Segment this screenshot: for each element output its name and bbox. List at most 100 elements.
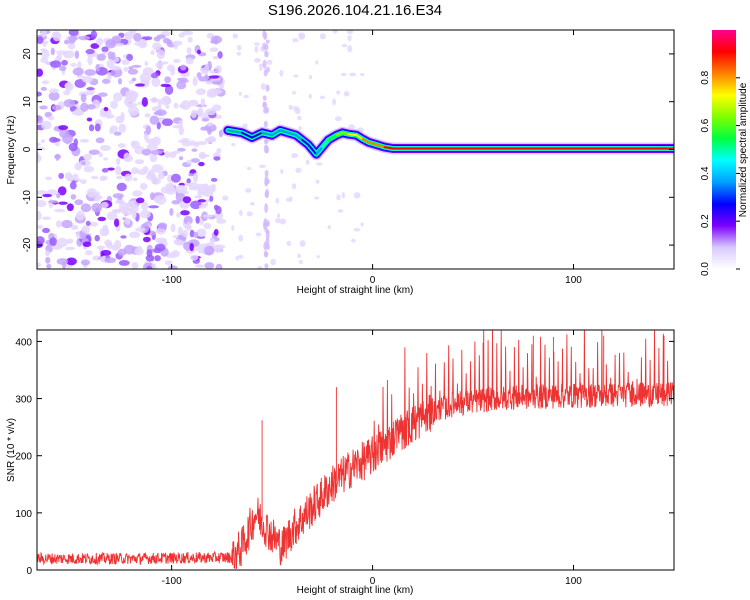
noise-blob — [341, 43, 348, 48]
noise-blob — [231, 224, 235, 231]
snr-frame — [36, 329, 675, 571]
noise-blob — [86, 87, 95, 91]
noise-blob — [191, 148, 198, 152]
noise-blob — [209, 195, 214, 202]
ridge-segment — [335, 131, 344, 137]
noise-blob — [37, 36, 44, 45]
noise-blob — [232, 33, 238, 39]
noise-blob — [190, 254, 199, 261]
noise-blob — [51, 104, 62, 111]
noise-blob — [127, 103, 138, 107]
noise-blob — [332, 30, 338, 34]
noise-blob — [46, 264, 52, 269]
noise-blob — [266, 59, 273, 65]
noise-blob — [209, 70, 217, 74]
noise-blob — [265, 230, 270, 235]
noise-blob — [72, 67, 84, 76]
noise-blob — [113, 239, 122, 250]
noise-blob — [337, 209, 344, 213]
noise-blob — [37, 115, 44, 124]
noise-blob — [63, 99, 75, 108]
noise-blob — [109, 125, 118, 133]
noise-blob — [67, 42, 76, 50]
noise-blob — [123, 244, 136, 255]
noise-blob — [196, 228, 207, 238]
noise-blob — [288, 104, 293, 110]
noise-blob — [164, 260, 173, 266]
noise-blob — [151, 164, 164, 173]
noise-blob — [351, 238, 356, 243]
snr-plot-area — [37, 330, 674, 570]
noise-blob — [94, 123, 101, 132]
noise-blob — [207, 135, 216, 142]
noise-blob — [37, 210, 42, 221]
noise-blob — [141, 148, 152, 156]
noise-blob — [63, 90, 71, 96]
noise-blob — [236, 44, 242, 51]
noise-blob — [214, 65, 222, 74]
noise-blob — [179, 79, 189, 83]
noise-blob — [105, 241, 113, 249]
noise-blob — [177, 147, 186, 152]
spectrogram-ytick-label: -20 — [22, 237, 33, 252]
noise-blob — [178, 32, 185, 38]
noise-blob — [218, 84, 225, 89]
noise-blob — [245, 188, 252, 193]
noise-blob — [153, 111, 163, 116]
noise-blob — [264, 169, 269, 177]
noise-blob — [155, 195, 167, 205]
ridge-segment — [321, 138, 330, 149]
noise-blob — [70, 62, 77, 67]
noise-blob — [49, 88, 59, 94]
noise-blob — [124, 173, 133, 182]
noise-blob — [262, 95, 267, 101]
noise-blob — [274, 218, 281, 224]
noise-blob — [194, 195, 203, 199]
noise-blob — [182, 196, 192, 204]
ridge-segment — [301, 138, 310, 146]
noise-blob — [210, 177, 218, 182]
noise-blob — [263, 250, 268, 258]
noise-blob — [87, 55, 93, 66]
noise-blob — [61, 59, 68, 66]
noise-blob — [149, 153, 158, 163]
noise-blob — [297, 253, 301, 259]
noise-blob — [238, 209, 243, 216]
noise-blob — [148, 205, 160, 209]
noise-blob — [134, 247, 144, 256]
noise-blob — [74, 199, 84, 206]
noise-blob — [218, 129, 224, 138]
noise-blob — [64, 39, 69, 45]
noise-blob — [55, 153, 60, 161]
noise-blob — [128, 106, 140, 117]
noise-blob — [62, 133, 74, 144]
ridge-segment — [240, 131, 254, 139]
noise-blob — [138, 39, 148, 49]
noise-blob — [58, 125, 69, 131]
noise-blob — [86, 104, 96, 110]
noise-blob — [127, 68, 139, 75]
noise-blob — [100, 249, 112, 256]
ridge-segment — [327, 134, 338, 141]
noise-blob — [52, 138, 61, 142]
noise-blob — [83, 153, 92, 161]
noise-blob — [66, 238, 74, 244]
noise-blob — [340, 72, 347, 77]
noise-blob — [144, 36, 153, 41]
noise-blob — [129, 200, 137, 204]
noise-blob — [360, 72, 365, 77]
noise-blob — [194, 264, 205, 268]
noise-blob — [169, 151, 177, 158]
noise-blob — [56, 258, 69, 265]
colorbar-tick-label: 0.6 — [700, 118, 711, 132]
noise-blob — [81, 225, 90, 234]
noise-blob — [275, 197, 280, 204]
noise-blob — [103, 106, 109, 112]
noise-blob — [196, 72, 202, 79]
noise-blob — [37, 190, 48, 195]
ridge-segment — [226, 129, 243, 134]
noise-blob — [353, 228, 361, 232]
noise-blob — [50, 60, 62, 68]
noise-blob — [50, 47, 55, 56]
